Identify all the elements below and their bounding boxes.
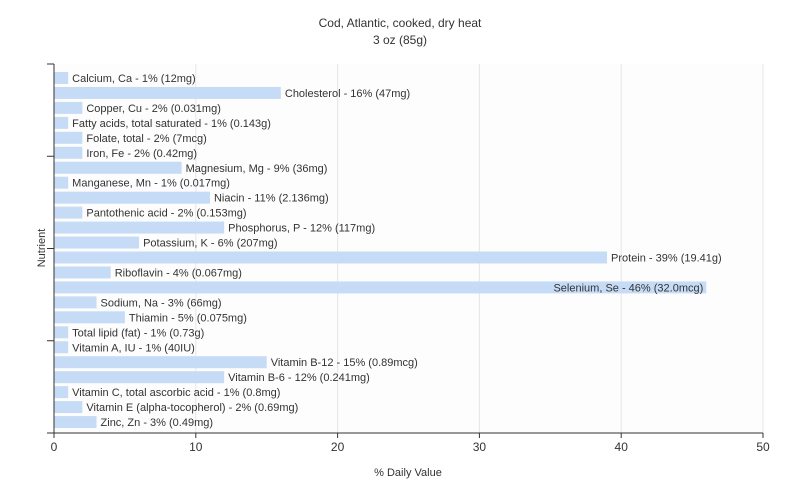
- bar: [54, 401, 83, 414]
- bar: [54, 191, 210, 204]
- bar-label: Phosphorus, P - 12% (117mg): [228, 223, 375, 235]
- bar-label: Vitamin B-12 - 15% (0.89mcg): [271, 357, 418, 369]
- bar: [54, 296, 97, 309]
- bar-label: Folate, total - 2% (7mcg): [86, 133, 206, 145]
- bar-label: Thiamin - 5% (0.075mg): [129, 312, 247, 324]
- bar: [54, 116, 69, 129]
- bar: [54, 206, 83, 219]
- bar: [54, 101, 83, 114]
- bar: [54, 176, 69, 189]
- bar: [54, 281, 707, 294]
- bar: [54, 221, 225, 234]
- bar-label: Magnesium, Mg - 9% (36mg): [186, 163, 328, 175]
- bar-label: Vitamin C, total ascorbic acid - 1% (0.8…: [72, 387, 280, 399]
- bar-label: Cholesterol - 16% (47mg): [285, 88, 410, 100]
- x-tick-label: 30: [473, 440, 487, 454]
- bar-label: Vitamin A, IU - 1% (40IU): [72, 342, 195, 354]
- bar: [54, 131, 83, 144]
- x-tick-label: 0: [51, 440, 58, 454]
- bar: [54, 251, 608, 264]
- x-tick-label: 20: [331, 440, 345, 454]
- bar-label: Vitamin B-6 - 12% (0.241mg): [228, 372, 370, 384]
- bar-label: Manganese, Mn - 1% (0.017mg): [72, 178, 230, 190]
- bar: [54, 326, 69, 339]
- chart-subtitle: 3 oz (85g): [373, 33, 427, 47]
- bar-label: Protein - 39% (19.41g): [611, 253, 722, 265]
- bar: [54, 341, 69, 354]
- x-tick-label: 10: [189, 440, 203, 454]
- bar: [54, 386, 69, 399]
- x-axis-label: % Daily Value: [374, 467, 442, 479]
- bar-label: Selenium, Se - 46% (32.0mcg): [553, 282, 703, 294]
- bar-labels: Calcium, Ca - 1% (12mg) Cholesterol - 16%…: [72, 73, 722, 429]
- bar: [54, 86, 281, 99]
- bar-label: Riboflavin - 4% (0.067mg): [115, 267, 242, 279]
- bar: [54, 416, 97, 429]
- bar-label: Copper, Cu - 2% (0.031mg): [86, 103, 221, 115]
- bar-label: Pantothenic acid - 2% (0.153mg): [86, 208, 246, 220]
- bar: [54, 371, 225, 384]
- bar: [54, 72, 69, 84]
- chart-title: Cod, Atlantic, cooked, dry heat: [319, 16, 482, 30]
- bar-label: Fatty acids, total saturated - 1% (0.143…: [72, 118, 271, 130]
- bar-label: Calcium, Ca - 1% (12mg): [72, 73, 195, 85]
- bars: [54, 72, 707, 429]
- bar-label: Iron, Fe - 2% (0.42mg): [86, 148, 197, 160]
- bar: [54, 146, 83, 159]
- bar: [54, 266, 111, 279]
- x-tick-label: 50: [756, 440, 770, 454]
- x-tick-label: 40: [615, 440, 629, 454]
- bar-label: Niacin - 11% (2.136mg): [214, 193, 329, 205]
- bar: [54, 236, 140, 249]
- bar-label: Vitamin E (alpha-tocopherol) - 2% (0.69m…: [86, 402, 298, 414]
- bar-label: Potassium, K - 6% (207mg): [143, 238, 278, 250]
- axes: 0 10 20 30 40 50: [47, 63, 770, 454]
- y-axis-label: Nutrient: [36, 229, 48, 268]
- bar: [54, 311, 125, 324]
- bar-label: Zinc, Zn - 3% (0.49mg): [101, 417, 213, 429]
- bar: [54, 161, 182, 174]
- bar: [54, 356, 267, 369]
- bar-label: Sodium, Na - 3% (66mg): [101, 297, 222, 309]
- bar-label: Total lipid (fat) - 1% (0.73g): [72, 327, 204, 339]
